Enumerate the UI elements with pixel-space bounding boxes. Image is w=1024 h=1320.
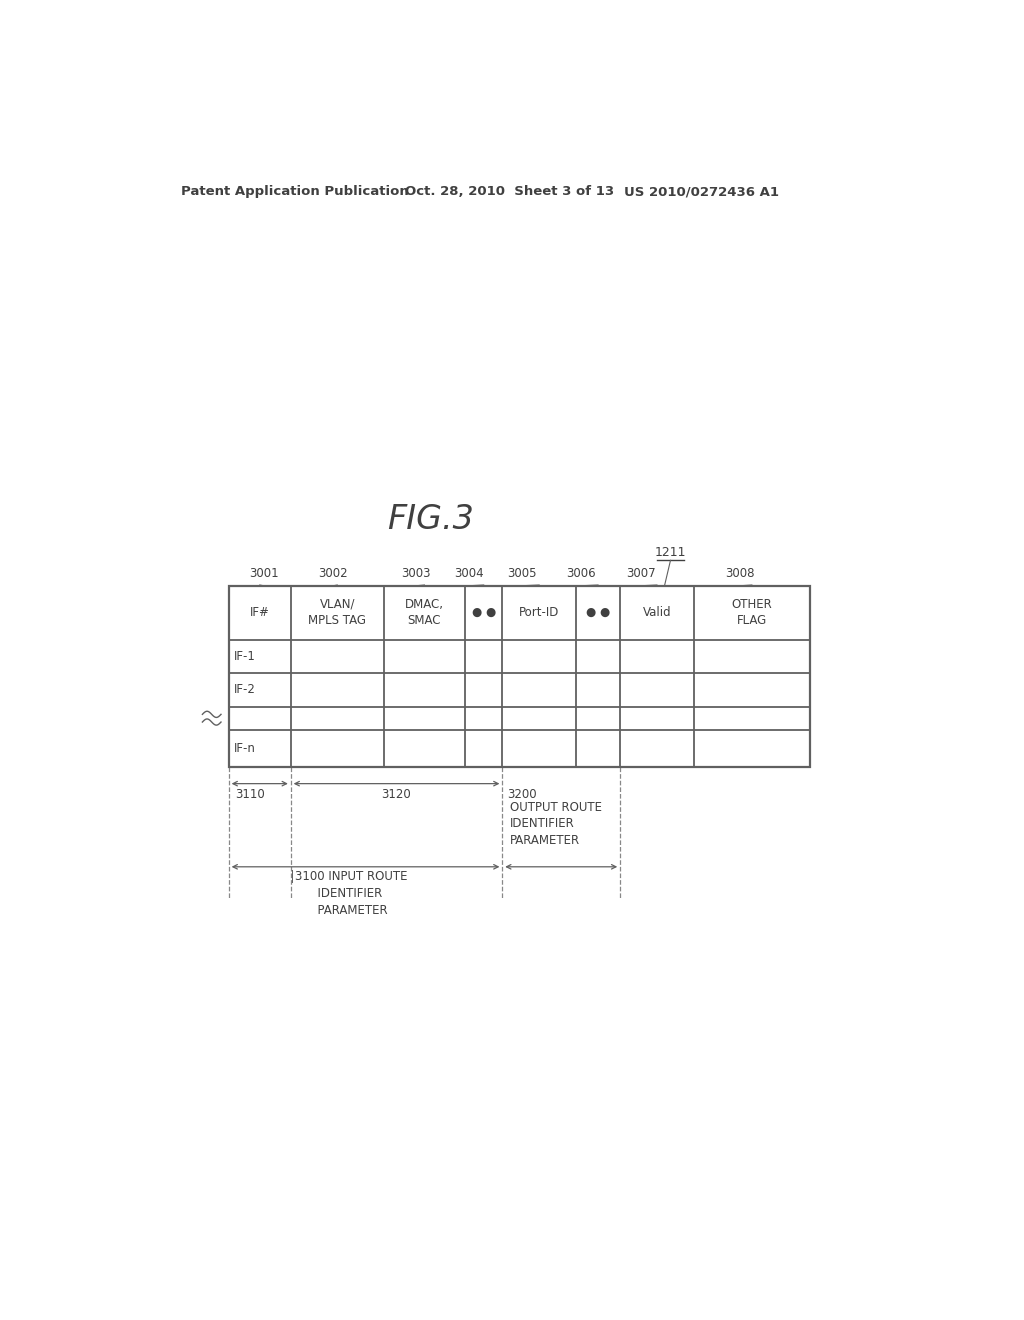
Text: 1211: 1211 [654,545,686,558]
Text: Patent Application Publication: Patent Application Publication [180,185,409,198]
Text: 3110: 3110 [234,788,264,801]
Text: ● ●: ● ● [586,606,610,619]
Text: FIG.3: FIG.3 [387,503,474,536]
Text: ● ●: ● ● [472,606,496,619]
Text: 3100 INPUT ROUTE
      IDENTIFIER
      PARAMETER: 3100 INPUT ROUTE IDENTIFIER PARAMETER [295,870,408,917]
Text: OTHER
FLAG: OTHER FLAG [731,598,772,627]
Text: 3002: 3002 [318,566,348,579]
Text: Oct. 28, 2010  Sheet 3 of 13: Oct. 28, 2010 Sheet 3 of 13 [406,185,614,198]
Text: Valid: Valid [643,606,672,619]
Text: VLAN/
MPLS TAG: VLAN/ MPLS TAG [308,598,367,627]
Text: 3120: 3120 [382,788,412,801]
Text: US 2010/0272436 A1: US 2010/0272436 A1 [624,185,779,198]
Text: IF#: IF# [250,606,269,619]
Text: Port-ID: Port-ID [519,606,559,619]
Text: IF-1: IF-1 [234,649,256,663]
Text: 3004: 3004 [455,566,483,579]
Text: OUTPUT ROUTE
IDENTIFIER
PARAMETER: OUTPUT ROUTE IDENTIFIER PARAMETER [510,800,602,846]
Text: 3003: 3003 [401,566,431,579]
Text: 3006: 3006 [566,566,596,579]
Text: 3007: 3007 [627,566,655,579]
Text: 3005: 3005 [507,566,537,579]
Text: DMAC,
SMAC: DMAC, SMAC [404,598,444,627]
Text: 3001: 3001 [249,566,279,579]
Text: 3200: 3200 [507,788,537,801]
Text: 3008: 3008 [725,566,755,579]
Text: IF-n: IF-n [234,742,256,755]
Bar [228,586,810,767]
Text: IF-2: IF-2 [234,684,256,696]
